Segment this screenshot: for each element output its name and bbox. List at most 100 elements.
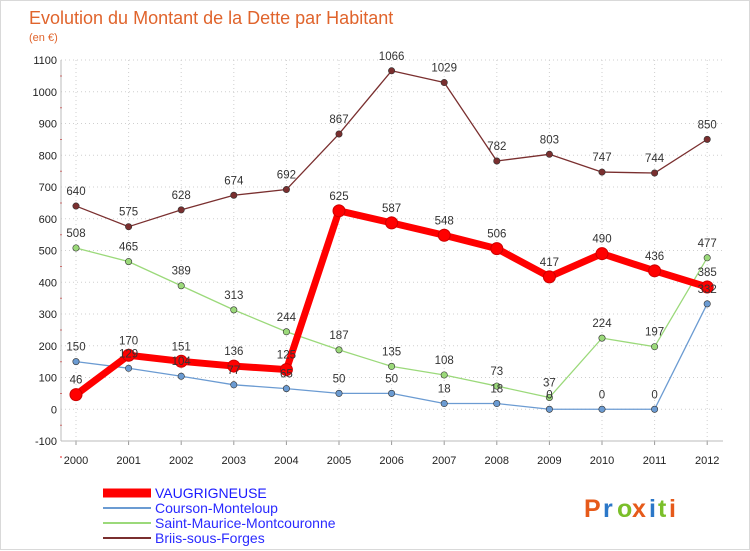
data-point [440,371,448,379]
data-point [545,394,553,402]
y-tick-label: 1100 [33,55,57,67]
y-tick-label: 500 [39,246,57,258]
data-point [282,186,290,194]
data-point [490,242,504,256]
y-tick-label: 700 [39,182,57,194]
data-point [542,270,556,284]
data-label: 129 [119,348,138,360]
data-label: 0 [599,389,605,401]
data-label: 135 [382,346,401,358]
legend-label: VAUGRIGNEUSE [155,485,267,501]
data-point [595,247,609,261]
chart-title: Evolution du Montant de la Dette par Hab… [29,8,393,28]
logo-letter: r [603,495,613,523]
data-point [72,358,80,366]
data-point [125,364,133,372]
data-label: 850 [698,119,717,131]
logo-letter: P [584,495,601,523]
data-label: 151 [172,341,191,353]
data-label: 692 [277,170,296,182]
data-point [388,362,396,370]
data-point [230,381,238,389]
data-point [700,280,714,294]
data-point [385,216,399,230]
data-point [230,191,238,199]
y-tick-label: 100 [39,373,57,385]
logo-letter: t [658,495,667,523]
x-tick-label: 2004 [274,455,298,467]
data-point [651,169,659,177]
data-point [598,334,606,342]
data-point [388,389,396,397]
x-tick-label: 2003 [222,455,246,467]
data-point [440,79,448,87]
data-label: 0 [651,389,657,401]
data-point [122,348,136,362]
data-label: 436 [645,251,664,263]
series-layer [69,67,714,413]
logo-letter: x [632,495,646,523]
data-point [69,388,83,402]
data-label: 73 [490,366,503,378]
data-point [177,206,185,214]
data-label: 0 [546,389,552,401]
data-label: 37 [543,378,556,390]
x-tick-label: 2012 [695,455,719,467]
legend-label: Saint-Maurice-Montcouronne [155,515,336,531]
series-0 [69,204,714,402]
data-label: 46 [70,375,83,387]
data-label: 465 [119,242,138,254]
data-label: 170 [119,335,138,347]
series-2 [72,244,711,402]
data-point [545,405,553,413]
x-tick-label: 2008 [485,455,509,467]
data-point [651,405,659,413]
legend: VAUGRIGNEUSECourson-MonteloupSaint-Mauri… [103,485,336,546]
data-label: 640 [66,186,85,198]
y-tick-label: 200 [39,341,57,353]
x-tick-label: 2009 [537,455,561,467]
data-label: 575 [119,207,138,219]
logo-letter: i [649,495,656,523]
data-label: 782 [487,141,506,153]
data-point [388,67,396,75]
data-label: 490 [592,234,611,246]
data-label: 108 [435,355,454,367]
data-point [493,157,501,165]
y-tick-label: 600 [39,214,57,226]
data-label: 506 [487,229,506,241]
data-point [230,306,238,314]
data-point [227,359,241,373]
data-label: 625 [329,191,348,203]
data-label: 50 [333,373,346,385]
chart-subtitle: (en €) [29,32,58,44]
data-point [335,346,343,354]
y-tick-label: 300 [39,309,57,321]
data-label: 313 [224,290,243,302]
data-label: 65 [280,369,293,381]
data-label: 803 [540,134,559,146]
logo-letter: i [669,495,676,523]
series-1 [72,300,711,413]
data-label: 389 [172,266,191,278]
data-label: 224 [592,318,612,330]
data-point [493,382,501,390]
data-label: 136 [224,346,243,358]
data-point [440,400,448,408]
data-point [703,300,711,308]
series-3 [72,67,711,231]
data-label: 674 [224,175,244,187]
data-label: 744 [645,153,665,165]
x-tick-label: 2007 [432,455,456,467]
x-tick-label: 2001 [116,455,140,467]
data-point [703,135,711,143]
data-point [437,228,451,242]
data-point [177,282,185,290]
data-labels: 640 575 628 674 692 867 1066 1029 782 803 747 744 85… [66,51,716,401]
x-tick-label: 2005 [327,455,351,467]
data-label: 747 [592,152,611,164]
y-tick-label: 0 [51,404,57,416]
data-label: 150 [66,342,85,354]
